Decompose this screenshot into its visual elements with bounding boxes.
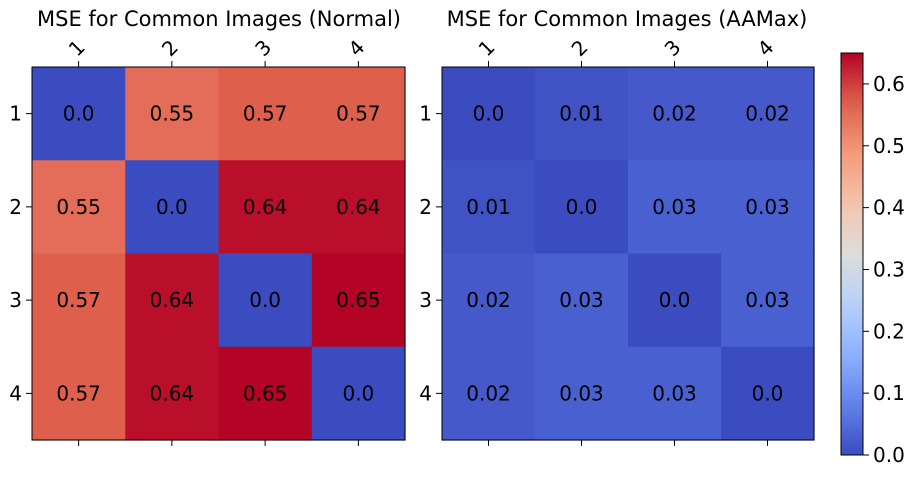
heatmap-aamax-frame — [441, 66, 815, 441]
heatmap-normal-cell-1-4 — [311, 67, 406, 161]
heatmap-normal-cell-label-3-4: 0.65 — [336, 288, 381, 312]
heatmap-aamax-ytick-label-3: 3 — [419, 288, 432, 312]
heatmap-aamax-cell-2-2 — [535, 160, 629, 255]
colorbar-tick-label-3: 0.3 — [873, 257, 905, 281]
heatmap-normal: MSE for Common Images (Normal) 0.0 0.55 0.… — [9, 7, 406, 446]
colorbar-tick-label-4: 0.4 — [873, 196, 905, 220]
heatmap-normal-ytick-label-4: 4 — [9, 381, 22, 405]
heatmap-normal-cell-4-2 — [125, 346, 220, 441]
heatmap-normal-ytick-label-3: 3 — [9, 288, 22, 312]
heatmap-normal-cell-3-4 — [311, 253, 406, 348]
heatmap-normal-xtick-label-1: 1 — [64, 35, 90, 61]
heatmap-normal-cell-label-4-1: 0.57 — [56, 381, 101, 405]
heatmap-normal-cell-1-1 — [32, 67, 126, 161]
heatmap-normal-cell-4-3 — [218, 346, 313, 441]
heatmap-aamax-cell-label-2-1: 0.01 — [466, 195, 511, 219]
heatmap-normal-cell-label-3-2: 0.64 — [150, 288, 195, 312]
heatmap-normal-xtick-label-2: 2 — [157, 35, 183, 61]
heatmap-aamax-cell-1-2 — [535, 67, 629, 161]
heatmap-normal-cell-1-3 — [218, 67, 313, 161]
heatmap-aamax-cell-label-4-4: 0.0 — [752, 381, 784, 405]
heatmap-aamax-cell-label-2-3: 0.03 — [652, 195, 697, 219]
colorbar-tick-label-2: 0.2 — [873, 319, 905, 343]
heatmap-normal-xtick-label-3: 3 — [250, 35, 276, 61]
heatmap-aamax-cell-4-2 — [535, 346, 629, 441]
heatmap-aamax-cell-label-3-1: 0.02 — [466, 288, 511, 312]
heatmap-normal-cell-2-3 — [218, 160, 313, 255]
heatmap-aamax-cell-label-3-2: 0.03 — [559, 288, 604, 312]
heatmap-normal-cell-label-1-1: 0.0 — [63, 102, 95, 126]
heatmap-normal-frame — [31, 66, 406, 441]
heatmap-aamax-cell-label-4-1: 0.02 — [466, 381, 511, 405]
heatmap-aamax-cell-label-3-3: 0.0 — [659, 288, 691, 312]
colorbar-tick-label-1: 0.1 — [873, 381, 905, 405]
heatmap-aamax-cell-label-1-3: 0.02 — [652, 102, 697, 126]
heatmap-aamax-cell-1-3 — [628, 67, 722, 161]
heatmap-aamax-cell-label-2-2: 0.0 — [566, 195, 598, 219]
heatmap-normal-cell-label-2-1: 0.55 — [56, 195, 101, 219]
heatmap-aamax-cell-label-4-3: 0.03 — [652, 381, 697, 405]
heatmap-normal-cell-label-1-2: 0.55 — [150, 102, 195, 126]
heatmap-normal-cell-1-2 — [125, 67, 220, 161]
heatmap-aamax-xtick-label-3: 3 — [660, 35, 686, 61]
heatmap-normal-cell-3-1 — [32, 253, 126, 348]
heatmap-normal-title: MSE for Common Images (Normal) — [37, 7, 401, 31]
heatmap-normal-cell-label-4-3: 0.65 — [243, 381, 288, 405]
heatmap-normal-cell-4-4 — [311, 346, 406, 441]
heatmap-aamax-xtick-label-1: 1 — [474, 35, 500, 61]
heatmap-aamax-cell-4-4 — [721, 346, 815, 441]
heatmap-normal-cell-label-3-1: 0.57 — [56, 288, 101, 312]
heatmap-normal-cell-3-2 — [125, 253, 220, 348]
heatmap-aamax-cell-2-3 — [628, 160, 722, 255]
heatmap-aamax-cell-2-4 — [721, 160, 815, 255]
colorbar-bar — [840, 52, 864, 456]
heatmap-aamax-cell-label-1-2: 0.01 — [559, 102, 604, 126]
heatmap-aamax-cell-label-2-4: 0.03 — [745, 195, 790, 219]
heatmap-aamax-ytick-label-4: 4 — [419, 381, 432, 405]
heatmap-aamax-cell-3-2 — [535, 253, 629, 348]
heatmap-aamax-cell-label-1-1: 0.0 — [473, 102, 505, 126]
heatmap-normal-cell-2-2 — [125, 160, 220, 255]
heatmap-normal-cell-label-2-4: 0.64 — [336, 195, 381, 219]
heatmap-normal-cell-label-2-2: 0.0 — [156, 195, 188, 219]
colorbar-tick-label-0: 0.0 — [873, 443, 905, 467]
heatmap-normal-cell-label-1-3: 0.57 — [243, 102, 288, 126]
heatmap-aamax-cell-1-1 — [442, 67, 536, 161]
heatmap-normal-cell-label-1-4: 0.57 — [336, 102, 381, 126]
heatmap-normal-cell-label-2-3: 0.64 — [243, 195, 288, 219]
heatmap-normal-xtick-label-4: 4 — [343, 35, 369, 61]
heatmap-aamax-title: MSE for Common Images (AAMax) — [447, 7, 808, 31]
heatmap-aamax-cell-3-1 — [442, 253, 536, 348]
colorbar-tick-label-5: 0.5 — [873, 134, 905, 158]
heatmap-aamax: MSE for Common Images (AAMax) 0.0 0.01 0.0… — [419, 7, 815, 446]
colorbar: 0.0 0.1 0.2 0.3 0.4 0.5 0.6 — [840, 52, 905, 467]
heatmap-aamax-cell-4-1 — [442, 346, 536, 441]
heatmap-normal-cell-4-1 — [32, 346, 126, 441]
heatmap-aamax-xtick-label-2: 2 — [567, 35, 593, 61]
heatmap-aamax-ytick-label-2: 2 — [419, 195, 432, 219]
heatmap-aamax-ytick-label-1: 1 — [419, 102, 432, 126]
heatmap-aamax-cell-2-1 — [442, 160, 536, 255]
heatmap-normal-cell-3-3 — [218, 253, 313, 348]
heatmap-normal-cell-2-4 — [311, 160, 406, 255]
heatmap-normal-ytick-label-1: 1 — [9, 102, 22, 126]
heatmap-aamax-cell-label-4-2: 0.03 — [559, 381, 604, 405]
heatmap-normal-cell-label-4-4: 0.0 — [342, 381, 374, 405]
heatmap-aamax-cell-3-4 — [721, 253, 815, 348]
heatmap-normal-cell-label-3-3: 0.0 — [249, 288, 281, 312]
heatmap-aamax-cell-label-1-4: 0.02 — [745, 102, 790, 126]
heatmap-normal-cell-2-1 — [32, 160, 126, 255]
heatmap-aamax-cell-3-3 — [628, 253, 722, 348]
heatmap-aamax-cell-4-3 — [628, 346, 722, 441]
heatmap-aamax-cell-label-3-4: 0.03 — [745, 288, 790, 312]
heatmap-normal-ytick-label-2: 2 — [9, 195, 22, 219]
colorbar-tick-label-6: 0.6 — [873, 72, 905, 96]
heatmap-aamax-xtick-label-4: 4 — [753, 35, 779, 61]
heatmap-aamax-cell-1-4 — [721, 67, 815, 161]
heatmap-normal-cell-label-4-2: 0.64 — [150, 381, 195, 405]
